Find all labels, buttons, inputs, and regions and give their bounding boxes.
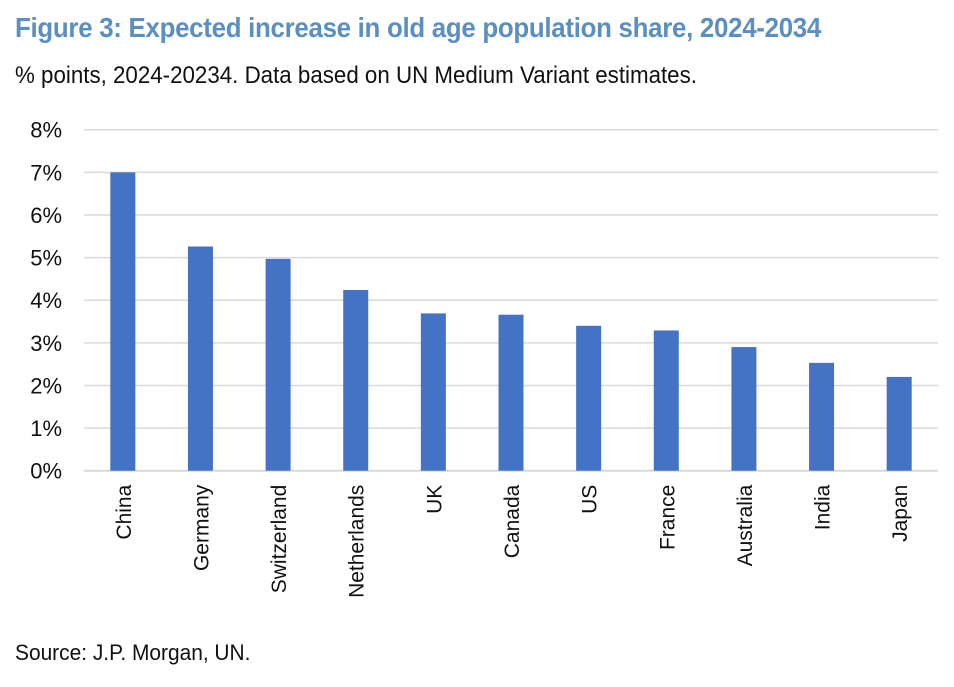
x-tick-label: India <box>812 484 835 530</box>
x-tick-label: US <box>579 485 602 514</box>
bar-australia <box>731 347 757 471</box>
bar-switzerland <box>265 258 291 471</box>
y-tick-label: 5% <box>30 246 62 271</box>
bars <box>110 172 912 471</box>
gridlines <box>84 128 938 472</box>
y-tick-label: 2% <box>30 373 62 398</box>
x-tick-label: Switzerland <box>268 485 291 594</box>
y-tick-label: 7% <box>30 160 62 185</box>
source-note: Source: J.P. Morgan, UN. <box>15 640 251 665</box>
bar-netherlands <box>343 289 369 471</box>
y-tick-label: 0% <box>30 459 62 484</box>
x-axis-ticks: China Germany Switzerland Netherlands UK Cana… <box>113 484 912 598</box>
y-tick-label: 3% <box>30 331 62 356</box>
y-tick-label: 4% <box>30 288 62 313</box>
bar-canada <box>498 314 524 471</box>
bar-germany <box>187 246 213 471</box>
bar-france <box>653 330 679 471</box>
x-tick-label: Canada <box>501 484 524 558</box>
bar-india <box>809 362 835 471</box>
x-tick-label: France <box>656 485 679 550</box>
chart-title: Figure 3: Expected increase in old age p… <box>15 12 822 43</box>
x-tick-label: Australia <box>734 484 757 566</box>
x-tick-label: Japan <box>889 485 912 542</box>
bar-uk <box>420 313 446 471</box>
bar-china <box>110 172 136 471</box>
x-tick-label: Netherlands <box>346 485 369 598</box>
chart-subtitle: % points, 2024-20234. Data based on UN M… <box>15 62 697 89</box>
x-tick-label: Germany <box>190 484 213 571</box>
x-tick-label: China <box>113 484 136 539</box>
bar-japan <box>886 376 912 471</box>
x-tick-label: UK <box>423 485 446 514</box>
y-tick-label: 6% <box>30 203 62 228</box>
y-tick-label: 1% <box>30 416 62 441</box>
bar-us <box>576 325 602 471</box>
y-tick-label: 8% <box>30 118 62 143</box>
y-axis-ticks: 0% 1% 2% 3% 4% 5% 6% 7% 8% <box>30 118 62 484</box>
